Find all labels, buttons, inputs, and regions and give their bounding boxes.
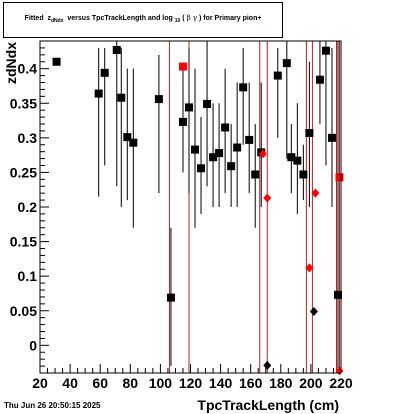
- data-point: [311, 188, 320, 198]
- data-point: [309, 306, 318, 316]
- data-point: [184, 103, 193, 112]
- x-tick-label: 100: [149, 375, 173, 391]
- x-tick-label: 140: [209, 375, 233, 391]
- data-point: [239, 83, 248, 92]
- data-point: [327, 133, 336, 142]
- data-point: [52, 57, 61, 66]
- data-point: [263, 193, 272, 203]
- data-point: [166, 293, 175, 302]
- data-point: [154, 95, 163, 104]
- data-point: [315, 75, 324, 84]
- x-tick-label: 40: [62, 375, 78, 391]
- data-point: [209, 153, 218, 162]
- y-tick-label: 0.3: [18, 130, 38, 146]
- title-log-subscript: 10: [174, 18, 181, 24]
- x-tick-label: 180: [269, 375, 293, 391]
- x-tick-label: 160: [239, 375, 263, 391]
- x-tick-label: 20: [32, 375, 48, 391]
- data-point: [197, 164, 206, 173]
- title-middle: versus TpcTrackLength and log: [67, 15, 173, 22]
- data-point: [112, 45, 121, 54]
- data-point: [273, 71, 282, 80]
- data-point: [282, 59, 291, 68]
- y-tick-label: 0.2: [18, 199, 38, 215]
- data-points: [52, 45, 344, 376]
- title-open-paren: (: [182, 15, 185, 22]
- plot-frame: [39, 40, 342, 374]
- title-z: z: [47, 15, 52, 22]
- y-axis-title: zdNdx: [3, 42, 19, 84]
- data-point: [123, 133, 132, 142]
- data-point: [305, 128, 314, 137]
- data-point: [178, 117, 187, 126]
- x-tick-label: 200: [299, 375, 323, 391]
- chart-title: Fitted zdNdx versus TpcTrackLength and l…: [4, 14, 282, 24]
- x-axis-title: TpcTrackLength (cm): [197, 397, 339, 413]
- data-point: [293, 156, 302, 165]
- y-tick-label: 0.35: [10, 95, 37, 111]
- data-point: [203, 99, 212, 108]
- data-point: [191, 145, 200, 154]
- vertical-marker-lines: [168, 41, 340, 373]
- data-point: [251, 170, 260, 179]
- x-tick-label: 80: [123, 375, 139, 391]
- data-point: [299, 170, 308, 179]
- chart-title-box: Fitted zdNdx versus TpcTrackLength and l…: [3, 2, 283, 38]
- data-point: [215, 149, 224, 158]
- data-point: [258, 149, 267, 159]
- data-point: [100, 68, 109, 77]
- y-tick-label: 0: [29, 337, 37, 353]
- data-point: [221, 123, 230, 132]
- data-point: [321, 46, 330, 55]
- data-point: [129, 138, 138, 147]
- title-beta-gamma: β γ: [186, 14, 198, 22]
- y-tick-label: 0.25: [10, 164, 37, 180]
- data-point: [333, 290, 342, 299]
- y-tick-label: 0.05: [10, 303, 37, 319]
- x-tick-label: 120: [179, 375, 203, 391]
- axes: 20 40 60 80 100 120 140 160 180 200 220 0 0.05 0.1 0.1…: [10, 40, 353, 391]
- y-tick-label: 0.15: [10, 234, 37, 250]
- timestamp: Thu Jun 26 20:50:15 2025: [4, 401, 101, 410]
- title-prefix: Fitted: [24, 15, 44, 22]
- y-tick-label: 0.1: [18, 268, 38, 284]
- data-point: [305, 263, 314, 273]
- data-point: [227, 162, 236, 171]
- data-point: [263, 360, 272, 370]
- data-point: [94, 89, 103, 98]
- title-z-subscript: dNdx: [51, 18, 64, 24]
- data-point: [287, 153, 296, 162]
- y-tick-label: 0.4: [18, 61, 38, 77]
- data-point: [233, 143, 242, 152]
- data-point: [117, 93, 126, 102]
- x-tick-label: 60: [92, 375, 108, 391]
- data-point: [178, 62, 187, 71]
- data-point: [245, 135, 254, 144]
- x-tick-label: 220: [329, 375, 353, 391]
- data-point: [335, 173, 344, 182]
- title-suffix: ) for Primary pion+: [199, 15, 262, 22]
- error-bars: [98, 41, 339, 373]
